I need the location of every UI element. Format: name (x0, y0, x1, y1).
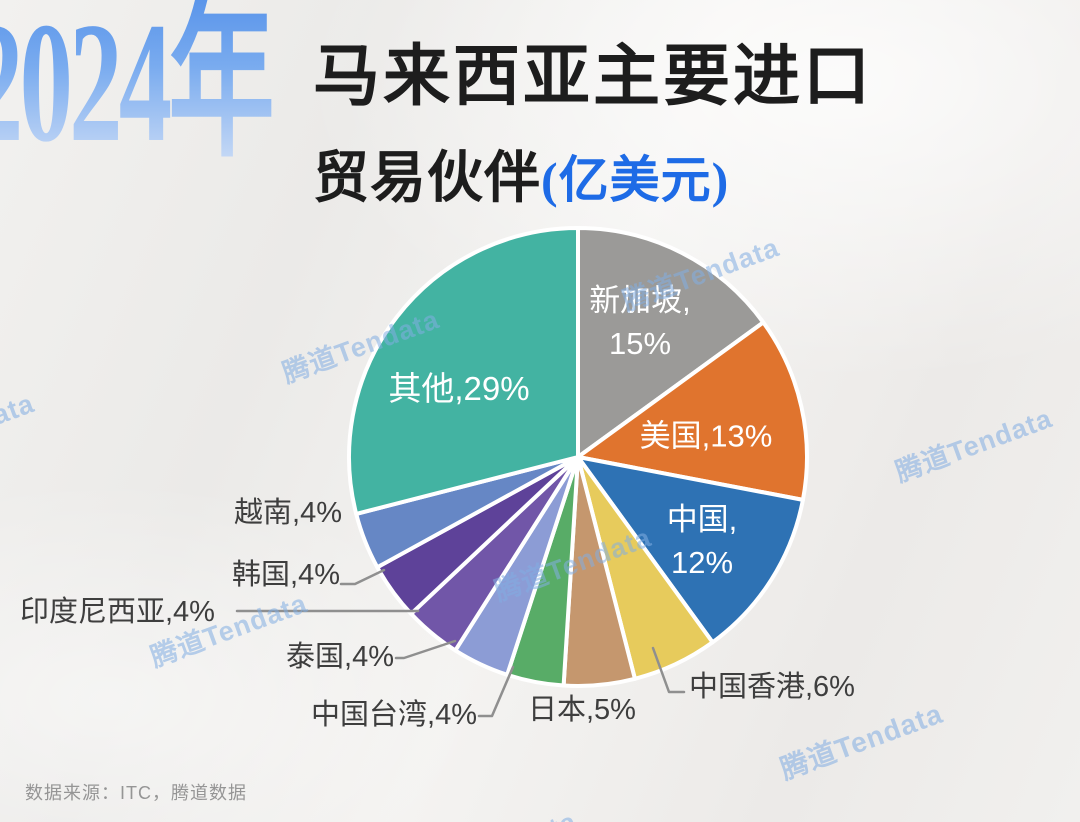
leader-thailand (394, 639, 457, 660)
title-main: 马来西亚主要进口 (313, 40, 873, 114)
title-unit: (亿美元) (541, 152, 730, 208)
leader-taiwan (477, 665, 515, 718)
pie-label-vietnam: 越南,4% (234, 496, 342, 529)
pie-slices (347, 226, 809, 688)
data-source: 数据来源：ITC，腾道数据 (25, 783, 247, 803)
pie-label-taiwan: 中国台湾,4% (311, 698, 477, 731)
pie-label-china: 中国, 12% (666, 502, 738, 580)
pie-label-hongkong: 中国香港,6% (689, 670, 855, 703)
pie-label-usa: 美国,13% (639, 418, 773, 454)
pie-slice-美国 (576, 320, 809, 502)
year-title: 2024年 (0, 0, 275, 196)
pie-label-indonesia: 印度尼西亚,4% (20, 595, 215, 628)
pie-slice-其他 (347, 226, 580, 516)
title-block: 马来西亚主要进口 贸易伙伴(亿美元) (313, 22, 873, 214)
pie-label-thailand: 泰国,4% (286, 640, 394, 673)
leader-hongkong (651, 646, 686, 694)
pie-label-others: 其他,29% (388, 370, 530, 408)
title-sub: 贸易伙伴(亿美元) (313, 133, 873, 214)
title-sub-text: 贸易伙伴 (313, 148, 541, 210)
pie-label-korea: 韩国,4% (232, 558, 340, 591)
pie-slice-新加坡 (576, 226, 766, 459)
pie-slice-中国 (576, 455, 805, 645)
leader-korea (339, 568, 386, 586)
pie-label-japan: 日本,5% (528, 693, 636, 726)
pie-label-singapore: 新加坡, 15% (589, 283, 691, 361)
